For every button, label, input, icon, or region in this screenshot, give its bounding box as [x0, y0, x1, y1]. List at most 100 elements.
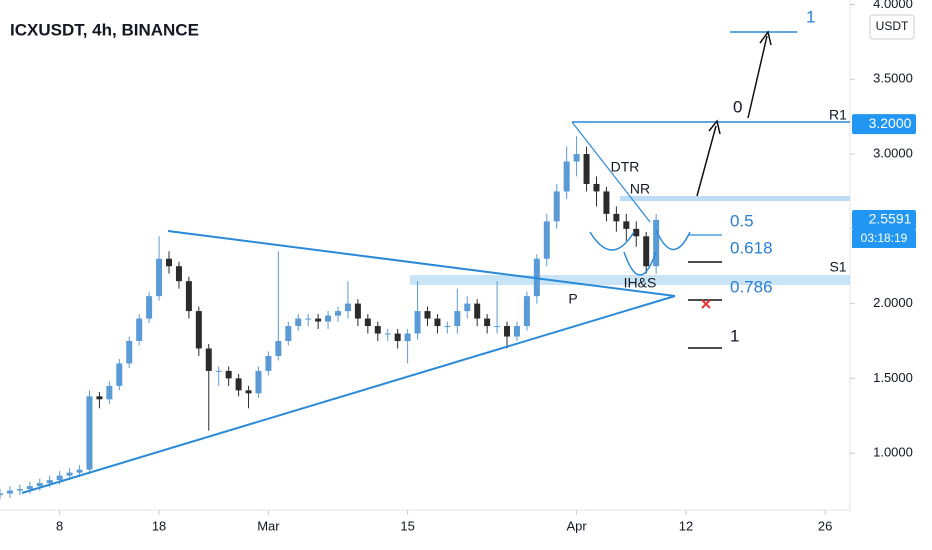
head-arc: [623, 251, 657, 276]
candle-body: [543, 221, 550, 259]
arrow-head: [759, 30, 772, 46]
arrow: [696, 125, 717, 197]
shoulder-arc: [655, 229, 691, 251]
candle-body: [623, 221, 630, 229]
candle-body: [16, 489, 23, 491]
candle-body: [523, 296, 530, 327]
candle-body: [603, 191, 610, 214]
candle-body: [36, 483, 43, 487]
dtr-line: [571, 121, 651, 223]
candle-body: [245, 390, 252, 394]
candle-body: [185, 281, 192, 312]
shoulder-arc: [589, 231, 635, 251]
y-tick-label: 2.0000: [873, 295, 913, 310]
y-tick-label: 1.0000: [873, 445, 913, 460]
price-label: 3.2000: [869, 115, 912, 131]
candle-body: [225, 370, 232, 379]
drawings: [21, 31, 850, 494]
candle-body: [166, 258, 173, 267]
triangle-lower: [21, 295, 676, 494]
candle-body: [26, 486, 33, 490]
candle-body: [573, 154, 580, 162]
candle-body: [335, 311, 342, 316]
x-tick-label: 12: [679, 518, 693, 533]
price-label-box: [852, 114, 916, 135]
candle-body: [146, 296, 153, 319]
plot-area: [0, 136, 660, 500]
candle-body: [593, 183, 600, 192]
target-label: 1: [806, 7, 815, 26]
candle-body: [76, 469, 83, 473]
candle-body: [215, 370, 222, 372]
candle-body: [653, 219, 660, 267]
candle-body: [434, 318, 441, 327]
candle-body: [6, 490, 13, 494]
target-label: 0: [733, 97, 742, 116]
candle-body: [444, 326, 451, 328]
candle-body: [315, 318, 322, 322]
x-tick-label: Mar: [257, 518, 280, 533]
candle-body: [255, 370, 262, 394]
candle-body: [344, 303, 351, 312]
arrow-head: [708, 119, 721, 135]
candle-body: [275, 340, 282, 356]
candle-body: [116, 363, 123, 386]
fib-label: 1: [730, 326, 739, 345]
candle-body: [454, 311, 461, 327]
x-tick-label: Apr: [566, 518, 587, 533]
candle-body: [513, 326, 520, 337]
candle-body: [394, 333, 401, 341]
candle-body: [474, 303, 481, 319]
candle-body: [285, 326, 292, 341]
candle-body: [305, 318, 312, 320]
candle-body: [563, 161, 570, 192]
annotation: P: [568, 291, 577, 307]
stop-marker: [701, 299, 711, 309]
candle-body: [235, 378, 242, 391]
price-label-box: [852, 209, 916, 230]
candle-body: [414, 311, 421, 334]
y-tick-label: 3.5000: [873, 71, 913, 86]
candle-body: [354, 303, 361, 319]
candle-body: [96, 396, 103, 400]
x-tick-label: 8: [56, 518, 63, 533]
annotation: NR: [630, 181, 650, 197]
fib-lines: [688, 30, 772, 349]
fib-label: 0.5: [730, 211, 754, 230]
candle-body: [205, 348, 212, 371]
candle-body: [583, 154, 590, 184]
candle-body: [504, 326, 511, 337]
y-tick-label: 1.5000: [873, 370, 913, 385]
candle-body: [494, 326, 501, 328]
chart-title: ICXUSDT, 4h, BINANCE: [10, 20, 199, 39]
candle-body: [295, 318, 302, 327]
candle-body: [46, 480, 53, 484]
candle-body: [156, 258, 163, 297]
x-tick-label: 26: [818, 518, 832, 533]
currency: USDT: [876, 19, 909, 33]
annotation: DTR: [611, 159, 640, 175]
candle-body: [195, 311, 202, 349]
candle-body: [325, 315, 332, 322]
triangle-upper: [167, 230, 676, 297]
candle-body: [66, 472, 73, 476]
candle-body: [613, 213, 620, 222]
fib-label: 0.786: [730, 277, 773, 296]
fib-label: 0.618: [730, 238, 773, 257]
candle-body: [175, 266, 182, 282]
candle-body: [643, 236, 650, 267]
support-zone: [410, 275, 850, 285]
annotation: R1: [829, 107, 847, 123]
candle-body: [364, 318, 371, 327]
countdown-box: [852, 229, 916, 248]
neckline-zone: [620, 196, 850, 201]
arrow: [747, 35, 768, 119]
y-tick-label: 3.0000: [873, 145, 913, 160]
countdown: 03:18:19: [861, 231, 908, 245]
annotation: S1: [829, 259, 846, 275]
candle-body: [404, 333, 411, 341]
candle-body: [384, 333, 391, 335]
candle-body: [484, 318, 491, 327]
candle-body: [553, 191, 560, 222]
candle-body: [424, 311, 431, 319]
